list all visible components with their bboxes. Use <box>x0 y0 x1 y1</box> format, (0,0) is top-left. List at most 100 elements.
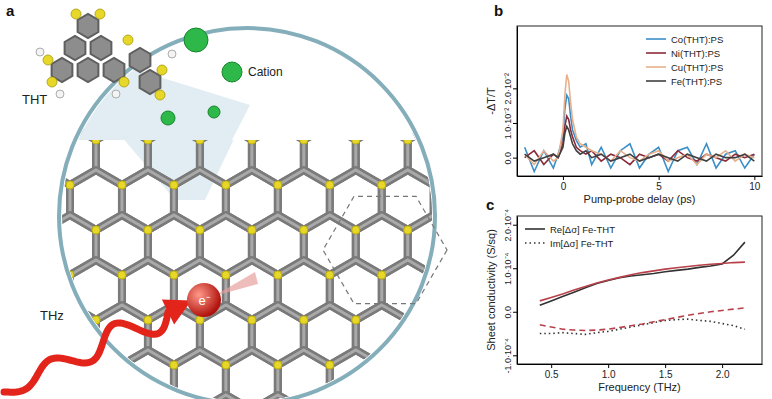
sulfur-atom <box>482 181 490 189</box>
sulfur-atom <box>326 361 334 369</box>
legend-swatch <box>525 242 545 244</box>
x-tick-mark <box>563 176 564 180</box>
sulfur-atom <box>352 226 360 234</box>
lattice-ring-highlight <box>330 350 382 399</box>
cation-sphere <box>161 111 175 125</box>
y-tick-mark <box>513 225 517 226</box>
sulfur-atom <box>352 316 360 324</box>
lattice-ring-highlight <box>96 395 148 399</box>
sulfur-atom <box>404 226 412 234</box>
sulfur-atom <box>66 181 74 189</box>
sulfur-atom <box>170 181 178 189</box>
sulfur-atom <box>560 316 568 324</box>
sulfur-atom <box>274 181 282 189</box>
sulfur-atom <box>118 271 126 279</box>
x-axis-title: Pump-probe delay (ps) <box>584 193 696 205</box>
sulfur-atom <box>144 316 152 324</box>
sulfur-atom <box>378 361 386 369</box>
x-tick-mark <box>665 364 666 368</box>
x-axis-title: Frequency (THz) <box>598 381 681 393</box>
sulfur-atom <box>222 271 230 279</box>
lattice-ring <box>538 170 590 230</box>
sulfur-atom <box>430 181 438 189</box>
sulfur-atom <box>300 226 308 234</box>
lattice-ring-highlight <box>434 350 486 399</box>
molecule-label: THT <box>22 92 47 107</box>
legend-swatch <box>646 38 666 40</box>
lattice-ring <box>174 350 226 399</box>
sulfur-atom <box>586 271 594 279</box>
sulfur-atom <box>170 361 178 369</box>
sulfur-atom <box>378 361 386 369</box>
panel-label: c <box>486 196 494 213</box>
sulfur-atom <box>534 271 542 279</box>
lattice-ring-highlight <box>174 350 226 399</box>
x-tick-mark <box>659 176 660 180</box>
sulfur-atom <box>196 316 204 324</box>
sulfur-atom <box>222 181 230 189</box>
legend-label: Ni(THT):PS <box>671 48 720 59</box>
lattice-ring <box>408 305 460 365</box>
lattice-ring-highlight <box>122 350 174 399</box>
sulfur-atom <box>144 316 152 324</box>
sulfur-atom <box>222 271 230 279</box>
sulfur-atom <box>430 181 438 189</box>
sulfur-atom <box>40 226 48 234</box>
lattice-ring-highlight <box>512 395 564 399</box>
sulfur-atom <box>456 316 464 324</box>
sulfur-atom <box>352 316 360 324</box>
chart: 05100.01.0·10⁻²2.0·10⁻²Pump-probe delay … <box>485 26 763 205</box>
sulfur-atom <box>404 316 412 324</box>
sulfur-atom <box>248 316 256 324</box>
sulfur-atom <box>534 181 542 189</box>
sulfur-atom <box>157 65 167 75</box>
sulfur-atom <box>378 361 386 369</box>
sulfur-atom <box>430 181 438 189</box>
lattice-ring <box>356 395 408 399</box>
sulfur-atom <box>352 226 360 234</box>
sulfur-atom <box>66 181 74 189</box>
lattice-ring-highlight <box>382 350 434 399</box>
series-line <box>525 74 755 164</box>
lattice-ring <box>278 350 330 399</box>
legend-label: Im[Δσ] Fe-THT <box>550 238 614 249</box>
lattice-ring <box>408 395 460 399</box>
plot-area <box>540 242 745 334</box>
sulfur-atom <box>144 226 152 234</box>
electron-label: e⁻ <box>198 293 209 308</box>
cation-sphere <box>184 28 208 52</box>
diagram: THTCationTHze⁻ <box>0 0 594 399</box>
sulfur-atom <box>144 226 152 234</box>
sulfur-atom <box>430 361 438 369</box>
x-tick-mark <box>551 364 552 368</box>
sulfur-atom <box>155 90 165 100</box>
series-line <box>525 116 755 164</box>
y-tick-label: -1.0·10⁻⁴ <box>503 338 513 374</box>
legend-swatch <box>646 80 666 82</box>
x-tick-label: 0 <box>561 181 567 192</box>
series-line <box>540 319 745 334</box>
sulfur-atom <box>404 316 412 324</box>
y-axis: 0.01.0·10⁻²2.0·10⁻² <box>503 27 518 177</box>
y-tick: 1.0·10⁻⁴ <box>503 252 517 285</box>
molecule-ring <box>65 36 86 60</box>
y-tick-mark <box>513 158 517 159</box>
sulfur-atom <box>274 271 282 279</box>
sulfur-atom <box>170 361 178 369</box>
sulfur-atom <box>378 181 386 189</box>
y-tick-mark <box>513 355 517 356</box>
sulfur-atom <box>404 226 412 234</box>
sulfur-atom <box>430 271 438 279</box>
lattice-ring <box>96 395 148 399</box>
y-axis-title: -ΔT/T <box>485 87 497 115</box>
legend-swatch <box>646 66 666 68</box>
sulfur-atom <box>274 271 282 279</box>
sulfur-atom <box>196 316 204 324</box>
lattice-ring-highlight <box>252 395 304 399</box>
sulfur-atom <box>326 271 334 279</box>
sulfur-atom <box>482 181 490 189</box>
sulfur-atom <box>92 226 100 234</box>
sulfur-atom <box>118 271 126 279</box>
x-tick-mark <box>754 176 755 180</box>
sulfur-atom <box>300 226 308 234</box>
